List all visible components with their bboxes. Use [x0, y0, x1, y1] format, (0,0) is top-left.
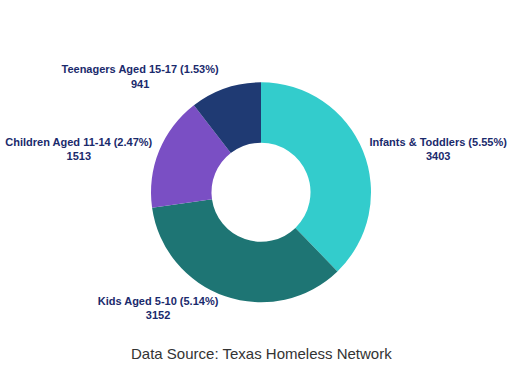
svg-text:Teenagers Aged 15-17 (1.53%)94: Teenagers Aged 15-17 (1.53%)941 — [62, 63, 219, 89]
svg-text:Children Aged 11-14 (2.47%)151: Children Aged 11-14 (2.47%)1513 — [5, 136, 152, 162]
svg-text:Data Source: Texas Homeless Ne: Data Source: Texas Homeless Network — [131, 345, 392, 362]
svg-text:Infants & Toddlers (5.55%)3403: Infants & Toddlers (5.55%)3403 — [370, 136, 508, 162]
svg-text:Kids Aged 5-10 (5.14%)3152: Kids Aged 5-10 (5.14%)3152 — [98, 295, 219, 321]
